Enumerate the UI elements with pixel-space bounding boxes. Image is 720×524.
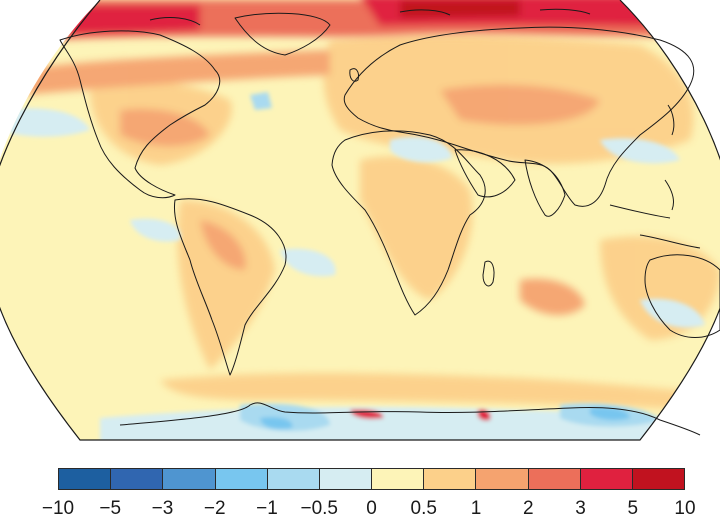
colorbar-tick-label: 2 bbox=[522, 498, 534, 519]
colorbar-tick-label: −0.5 bbox=[300, 498, 339, 519]
coast-antarctica bbox=[119, 402, 701, 436]
colorbar-bin-2 bbox=[163, 469, 216, 489]
colorbar-tick-label: −1 bbox=[256, 498, 278, 519]
colorbar-bin-6 bbox=[372, 469, 425, 489]
colorbar-tick-label: −10 bbox=[41, 498, 75, 519]
colorbar-bin-4 bbox=[267, 469, 320, 489]
coast-japan bbox=[667, 104, 675, 136]
coast-arabia bbox=[454, 149, 516, 198]
globe-outline bbox=[0, 0, 720, 441]
colorbar-bin-9 bbox=[528, 469, 581, 489]
colorbar-tick-label: 10 bbox=[674, 498, 696, 519]
colorbar-bin-5 bbox=[319, 469, 373, 489]
antarctic-cooling bbox=[100, 403, 690, 440]
colorbar-tick-label: 5 bbox=[627, 498, 639, 519]
coast-india bbox=[524, 159, 566, 217]
coast-se-asia bbox=[609, 179, 701, 249]
coastlines bbox=[59, 8, 720, 436]
coast-north-america bbox=[59, 30, 221, 199]
colorbar-tick-label: −5 bbox=[99, 498, 122, 519]
coast-eurasia bbox=[343, 26, 695, 207]
colorbar-bin-7 bbox=[424, 469, 477, 489]
colorbar-tick-label: −3 bbox=[151, 498, 174, 519]
colorbar-tick-label: 0.5 bbox=[410, 498, 437, 519]
coast-arctic-islands bbox=[149, 8, 591, 26]
colorbar-bin-3 bbox=[215, 469, 268, 489]
colorbar-bin-10 bbox=[580, 469, 633, 489]
colorbar-bin-8 bbox=[476, 469, 529, 489]
colorbar-bin-11 bbox=[632, 469, 685, 489]
colorbar-tick-label: 1 bbox=[470, 498, 482, 519]
colorbar bbox=[58, 468, 685, 490]
colorbar-bin-0 bbox=[59, 469, 112, 489]
coast-madagascar bbox=[482, 260, 495, 287]
colorbar-bin-1 bbox=[111, 469, 164, 489]
coast-south-america bbox=[173, 198, 287, 376]
coast-greenland bbox=[234, 12, 331, 56]
coast-british-isles bbox=[349, 68, 359, 82]
colorbar-legend: −10 −5 −3 −2 −1 −0.5 0 0.5 1 2 3 5 10 bbox=[42, 468, 696, 524]
colorbar-tick-label: −2 bbox=[203, 498, 226, 519]
colorbar-tick-label: 3 bbox=[575, 498, 586, 519]
coast-africa bbox=[331, 130, 486, 316]
anomaly-field bbox=[0, 0, 720, 440]
warm-regions bbox=[20, 34, 720, 410]
coast-australia bbox=[644, 254, 720, 338]
colorbar-tick-label: 0 bbox=[366, 498, 377, 519]
temperature-anomaly-map bbox=[0, 0, 720, 441]
